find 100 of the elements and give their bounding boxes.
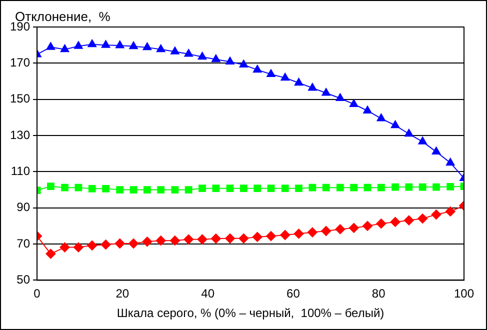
x-axis-title: Шкала серого, % (0% – черный, 100% – белый) — [116, 306, 384, 320]
x-tick-label: 60 — [286, 286, 300, 301]
y-tick-label: 70 — [16, 236, 30, 250]
point — [74, 184, 82, 192]
point — [198, 184, 206, 192]
point — [100, 240, 111, 250]
point — [114, 238, 125, 248]
point — [226, 56, 234, 64]
y-tick-label: 130 — [10, 128, 30, 142]
point — [266, 69, 276, 77]
point — [254, 184, 262, 192]
point — [47, 182, 54, 190]
point — [115, 40, 124, 48]
point — [101, 40, 110, 48]
point — [390, 120, 400, 128]
point — [418, 136, 427, 144]
point — [184, 48, 193, 57]
point — [392, 183, 399, 191]
point — [321, 226, 332, 236]
point — [446, 158, 455, 166]
point — [130, 186, 138, 194]
point — [336, 184, 344, 192]
point — [197, 234, 208, 244]
y-tick-label: 170 — [10, 55, 30, 70]
point — [390, 216, 400, 227]
point — [252, 232, 262, 242]
point — [156, 236, 166, 246]
y-tick-label: 150 — [10, 92, 30, 106]
point — [376, 114, 386, 122]
point — [405, 183, 413, 191]
point — [404, 215, 414, 226]
point — [144, 186, 151, 194]
point — [446, 183, 454, 190]
point — [432, 146, 441, 155]
point — [60, 242, 70, 252]
point — [129, 41, 138, 50]
point — [404, 128, 414, 137]
point — [294, 78, 304, 86]
point — [46, 42, 56, 50]
point — [307, 227, 318, 238]
point — [210, 234, 221, 244]
point — [322, 184, 330, 192]
y-tick-label: 50 — [16, 272, 30, 287]
point — [170, 46, 180, 54]
point — [239, 60, 248, 68]
point — [212, 54, 220, 62]
point — [212, 184, 220, 192]
point — [377, 184, 385, 192]
point — [171, 186, 179, 194]
point — [184, 186, 192, 194]
point — [87, 240, 98, 250]
point — [198, 52, 207, 60]
point — [308, 82, 317, 91]
point — [156, 44, 166, 52]
point — [267, 184, 275, 192]
x-tick-label: 80 — [372, 286, 386, 301]
point — [418, 214, 428, 224]
point — [184, 234, 194, 244]
point — [102, 185, 110, 192]
point — [73, 242, 84, 252]
point — [376, 218, 386, 229]
point — [88, 185, 96, 192]
point — [431, 210, 442, 220]
point — [322, 88, 330, 96]
point — [349, 99, 358, 107]
point — [157, 186, 165, 194]
point — [46, 248, 56, 259]
point — [418, 183, 426, 191]
point — [294, 228, 304, 239]
point — [432, 183, 440, 191]
point — [128, 238, 139, 248]
point — [142, 236, 152, 247]
x-tick-label: 100 — [454, 286, 474, 301]
point — [225, 233, 236, 244]
point — [280, 230, 290, 240]
point — [74, 41, 83, 49]
point — [88, 39, 96, 48]
x-tick-label: 0 — [34, 286, 41, 301]
point — [116, 186, 124, 194]
point — [240, 184, 248, 192]
point — [336, 93, 345, 102]
y-tick-label: 110 — [10, 164, 30, 178]
point — [280, 72, 290, 81]
point — [226, 184, 234, 192]
x-tick-label: 40 — [201, 286, 215, 301]
point — [61, 184, 68, 192]
point — [252, 64, 262, 73]
point — [142, 42, 152, 50]
point — [445, 206, 456, 216]
point — [364, 184, 372, 192]
point — [281, 184, 289, 192]
x-tick-label: 20 — [116, 286, 130, 301]
y-axis-title: Отклонение, % — [15, 9, 111, 24]
point — [350, 184, 358, 192]
point — [363, 106, 372, 114]
point — [60, 44, 70, 52]
point — [170, 236, 180, 246]
point — [295, 184, 302, 192]
point — [362, 220, 373, 231]
y-tick-label: 90 — [16, 200, 30, 214]
